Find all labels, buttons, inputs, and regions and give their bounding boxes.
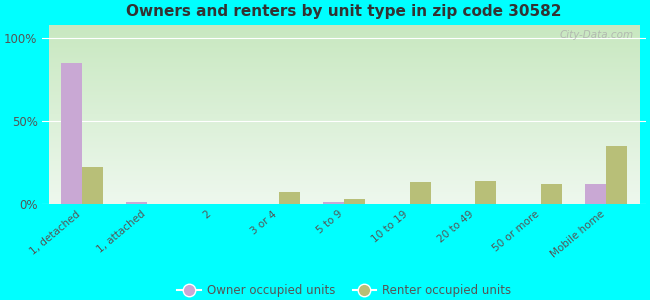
Bar <box>475 181 497 204</box>
Bar <box>60 63 82 204</box>
Bar <box>410 182 431 204</box>
Bar <box>344 199 365 204</box>
Bar <box>586 184 606 204</box>
Text: City-Data.com: City-Data.com <box>560 30 634 40</box>
Bar <box>82 167 103 204</box>
Bar <box>323 202 344 204</box>
Bar <box>541 184 562 204</box>
Bar <box>606 146 627 204</box>
Title: Owners and renters by unit type in zip code 30582: Owners and renters by unit type in zip c… <box>126 4 562 19</box>
Bar <box>126 202 148 204</box>
Bar <box>279 192 300 204</box>
Legend: Owner occupied units, Renter occupied units: Owner occupied units, Renter occupied un… <box>172 280 516 300</box>
